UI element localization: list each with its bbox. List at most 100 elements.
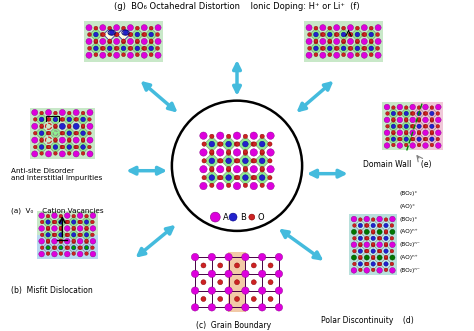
Circle shape: [108, 26, 112, 30]
Circle shape: [399, 137, 402, 141]
Circle shape: [243, 150, 247, 154]
Circle shape: [91, 233, 94, 237]
Circle shape: [47, 145, 51, 149]
Circle shape: [218, 263, 223, 268]
Circle shape: [398, 124, 401, 128]
Polygon shape: [68, 242, 80, 254]
Circle shape: [34, 118, 37, 121]
Polygon shape: [117, 28, 130, 41]
Circle shape: [136, 39, 139, 43]
Circle shape: [208, 253, 216, 261]
Circle shape: [342, 39, 346, 43]
Circle shape: [81, 138, 85, 141]
Bar: [190, 252, 284, 312]
Circle shape: [67, 145, 72, 149]
Bar: [228, 252, 246, 312]
Circle shape: [84, 233, 89, 237]
Circle shape: [358, 242, 362, 246]
Polygon shape: [35, 113, 48, 126]
Circle shape: [398, 137, 401, 141]
Circle shape: [40, 125, 44, 129]
Circle shape: [236, 142, 240, 146]
Circle shape: [149, 53, 153, 57]
Circle shape: [64, 251, 70, 257]
Circle shape: [81, 152, 85, 155]
Circle shape: [371, 230, 375, 233]
Circle shape: [86, 24, 92, 31]
Circle shape: [365, 249, 368, 253]
Circle shape: [78, 220, 82, 224]
Circle shape: [74, 131, 77, 135]
Circle shape: [136, 40, 139, 44]
Polygon shape: [365, 42, 378, 55]
Circle shape: [423, 104, 428, 110]
Circle shape: [100, 32, 104, 36]
Circle shape: [404, 118, 408, 122]
Circle shape: [229, 213, 237, 221]
Circle shape: [46, 145, 50, 149]
Circle shape: [384, 256, 388, 260]
Circle shape: [135, 46, 140, 51]
Polygon shape: [90, 28, 102, 41]
Circle shape: [268, 297, 273, 302]
Polygon shape: [42, 242, 54, 254]
Circle shape: [430, 106, 434, 109]
Bar: [84, 21, 163, 62]
Polygon shape: [355, 258, 366, 270]
Circle shape: [34, 145, 37, 149]
Circle shape: [201, 297, 206, 302]
Circle shape: [123, 30, 128, 35]
Circle shape: [417, 131, 421, 135]
Circle shape: [358, 236, 363, 241]
Circle shape: [371, 236, 375, 241]
Circle shape: [85, 252, 88, 256]
Polygon shape: [55, 229, 67, 241]
Circle shape: [94, 53, 98, 57]
Circle shape: [67, 131, 72, 136]
Polygon shape: [401, 133, 412, 145]
Circle shape: [423, 130, 428, 135]
Circle shape: [59, 220, 63, 224]
Circle shape: [52, 238, 57, 244]
Circle shape: [81, 125, 85, 129]
Circle shape: [191, 253, 199, 261]
Polygon shape: [255, 136, 270, 152]
Polygon shape: [380, 258, 392, 270]
Circle shape: [94, 40, 98, 44]
Circle shape: [39, 238, 45, 244]
Circle shape: [122, 40, 126, 44]
Circle shape: [107, 46, 112, 51]
Circle shape: [59, 226, 63, 230]
Circle shape: [74, 118, 77, 121]
Text: (BO₂)°: (BO₂)°: [399, 191, 418, 196]
Circle shape: [81, 145, 85, 149]
Circle shape: [59, 246, 63, 250]
Circle shape: [155, 24, 161, 31]
Circle shape: [108, 53, 112, 57]
Circle shape: [217, 132, 224, 139]
Circle shape: [358, 243, 362, 247]
Circle shape: [210, 212, 220, 222]
Circle shape: [417, 118, 421, 122]
Circle shape: [258, 304, 266, 311]
Polygon shape: [77, 113, 90, 126]
Circle shape: [218, 280, 223, 285]
Circle shape: [94, 26, 98, 30]
Circle shape: [114, 46, 118, 50]
Circle shape: [364, 229, 369, 234]
Polygon shape: [77, 127, 90, 140]
Circle shape: [73, 110, 79, 116]
Polygon shape: [221, 170, 237, 185]
Circle shape: [355, 46, 360, 51]
Circle shape: [249, 214, 255, 220]
Circle shape: [200, 149, 207, 156]
Polygon shape: [401, 120, 412, 132]
Circle shape: [66, 233, 70, 237]
Circle shape: [328, 46, 332, 51]
Circle shape: [201, 280, 206, 285]
Circle shape: [260, 151, 264, 155]
Polygon shape: [426, 120, 438, 132]
Circle shape: [365, 237, 369, 240]
Circle shape: [410, 124, 414, 128]
Circle shape: [54, 152, 57, 155]
